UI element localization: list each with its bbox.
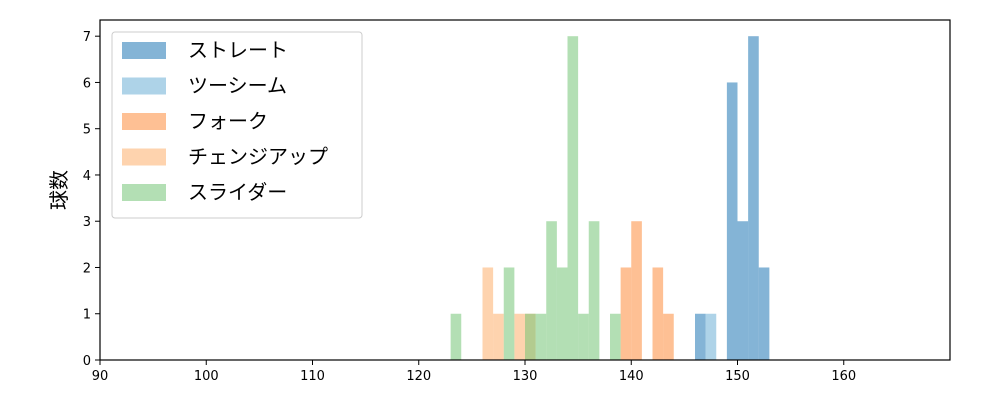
legend-swatch: [122, 184, 166, 201]
legend-swatch: [122, 42, 166, 59]
bar-4: [588, 221, 600, 360]
bar-3: [514, 313, 525, 360]
x-tick-label: 90: [92, 369, 109, 384]
bar-4: [567, 36, 579, 360]
legend-label: チェンジアップ: [188, 145, 328, 169]
y-tick-label: 2: [83, 261, 91, 276]
x-tick-label: 100: [194, 369, 219, 384]
bar-4: [450, 313, 462, 360]
y-tick-label: 7: [83, 30, 91, 45]
bar-2: [620, 267, 632, 360]
bar-0: [758, 267, 770, 360]
y-tick-label: 1: [83, 308, 91, 323]
bar-2: [652, 267, 664, 360]
bar-4: [578, 313, 589, 360]
legend-label: ツーシーム: [188, 74, 287, 98]
ticks: 90 100 110 120 130 140 150 160 0 1 2 3 4 5 6 7: [83, 30, 856, 384]
bar-4: [525, 313, 536, 360]
y-tick-label: 3: [83, 215, 91, 230]
bar-4: [535, 313, 547, 360]
bar-3: [482, 267, 494, 360]
bars: [450, 36, 770, 361]
x-tick-label: 120: [406, 369, 431, 384]
bar-0: [695, 313, 706, 360]
y-tick-label: 0: [83, 354, 91, 369]
x-tick-label: 140: [619, 369, 644, 384]
bar-2: [631, 221, 642, 360]
y-axis-label: 球数: [47, 170, 71, 210]
x-tick-label: 160: [831, 369, 856, 384]
legend-label: ストレート: [188, 38, 288, 62]
bar-4: [546, 221, 557, 360]
legend-label: スライダー: [188, 180, 287, 204]
bar-4: [610, 313, 621, 360]
bar-4: [556, 267, 568, 360]
bar-4: [503, 267, 515, 360]
bar-0: [737, 221, 749, 360]
y-tick-label: 6: [83, 76, 91, 91]
bar-3: [493, 313, 504, 360]
bar-0: [726, 82, 738, 361]
bar-1: [705, 313, 717, 360]
legend-label: フォーク: [188, 109, 268, 133]
y-tick-label: 4: [83, 169, 91, 184]
bar-2: [663, 313, 674, 360]
y-tick-label: 5: [83, 123, 91, 138]
x-tick-label: 130: [513, 369, 538, 384]
legend-swatch: [122, 77, 166, 95]
x-tick-label: 150: [725, 369, 750, 384]
legend-swatch: [122, 148, 166, 166]
legend-swatch: [122, 113, 166, 130]
bar-0: [748, 36, 759, 360]
x-tick-label: 110: [300, 369, 325, 384]
